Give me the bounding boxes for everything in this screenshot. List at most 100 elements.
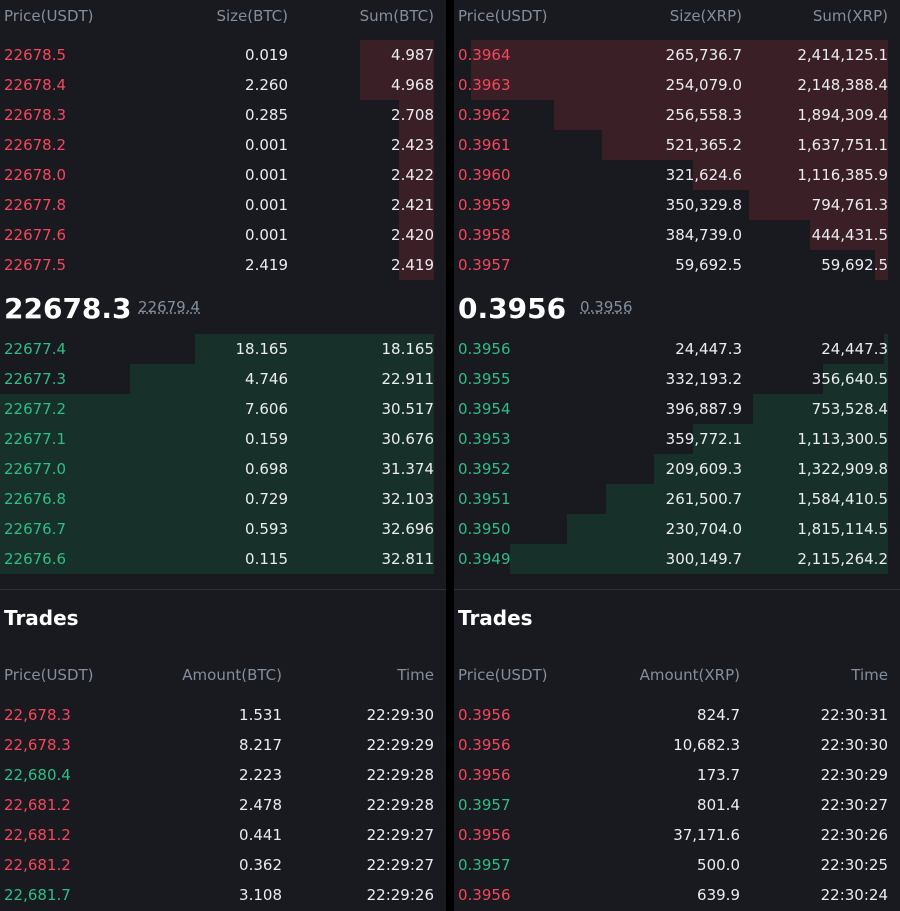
ask-row[interactable]: 22678.2 0.001 2.423 <box>0 130 446 160</box>
bid-size: 332,193.2 <box>665 370 742 388</box>
mark-price[interactable]: 0.3956 <box>580 298 633 316</box>
bid-depth-bar <box>567 514 888 544</box>
ask-row[interactable]: 0.3961 521,365.2 1,637,751.1 <box>454 130 900 160</box>
bid-size: 0.115 <box>245 550 288 568</box>
ask-row[interactable]: 0.3960 321,624.6 1,116,385.9 <box>454 160 900 190</box>
trade-amount: 824.7 <box>697 706 740 724</box>
ask-row[interactable]: 0.3962 256,558.3 1,894,309.4 <box>454 100 900 130</box>
bid-depth-bar <box>195 334 434 364</box>
trade-row[interactable]: 22,681.7 3.108 22:29:26 <box>0 880 446 910</box>
ask-row[interactable]: 22678.4 2.260 4.968 <box>0 70 446 100</box>
ask-depth-bar <box>471 70 888 100</box>
ask-price: 0.3963 <box>458 76 511 94</box>
bid-depth-bar <box>753 394 888 424</box>
ask-row[interactable]: 0.3958 384,739.0 444,431.5 <box>454 220 900 250</box>
ask-sum: 2,148,388.4 <box>797 76 888 94</box>
bid-row[interactable]: 22677.3 4.746 22.911 <box>0 364 446 394</box>
ask-price: 0.3959 <box>458 196 511 214</box>
bid-price: 22676.8 <box>4 490 67 508</box>
ask-size: 0.001 <box>245 166 288 184</box>
bid-size: 0.729 <box>245 490 288 508</box>
bid-sum: 356,640.5 <box>811 370 888 388</box>
trade-price: 22,678.3 <box>4 706 71 724</box>
size-column-header[interactable]: Size(XRP) <box>669 7 742 25</box>
ask-row[interactable]: 0.3959 350,329.8 794,761.3 <box>454 190 900 220</box>
ask-sum: 2.423 <box>391 136 434 154</box>
trade-amount: 0.441 <box>239 826 282 844</box>
ask-size: 0.285 <box>245 106 288 124</box>
trade-amount: 0.362 <box>239 856 282 874</box>
bid-sum: 753,528.4 <box>811 400 888 418</box>
ask-row[interactable]: 22677.6 0.001 2.420 <box>0 220 446 250</box>
bid-row[interactable]: 0.3952 209,609.3 1,322,909.8 <box>454 454 900 484</box>
ask-row[interactable]: 0.3957 59,692.5 59,692.5 <box>454 250 900 280</box>
trade-row[interactable]: 0.3956 37,171.6 22:30:26 <box>454 820 900 850</box>
trade-price: 0.3956 <box>458 886 511 904</box>
bid-size: 209,609.3 <box>665 460 742 478</box>
ask-row[interactable]: 0.3964 265,736.7 2,414,125.1 <box>454 40 900 70</box>
bid-row[interactable]: 0.3955 332,193.2 356,640.5 <box>454 364 900 394</box>
bid-depth-bar <box>0 484 434 514</box>
bid-row[interactable]: 0.3954 396,887.9 753,528.4 <box>454 394 900 424</box>
ask-row[interactable]: 22677.8 0.001 2.421 <box>0 190 446 220</box>
trade-row[interactable]: 0.3956 10,682.3 22:30:30 <box>454 730 900 760</box>
ask-row[interactable]: 0.3963 254,079.0 2,148,388.4 <box>454 70 900 100</box>
trade-row[interactable]: 22,681.2 0.362 22:29:27 <box>0 850 446 880</box>
bid-sum: 18.165 <box>381 340 435 358</box>
bid-row[interactable]: 22677.1 0.159 30.676 <box>0 424 446 454</box>
ask-row[interactable]: 22678.3 0.285 2.708 <box>0 100 446 130</box>
bid-row[interactable]: 22676.8 0.729 32.103 <box>0 484 446 514</box>
bid-row[interactable]: 0.3949 300,149.7 2,115,264.2 <box>454 544 900 574</box>
price-column-header[interactable]: Price(USDT) <box>458 7 548 25</box>
bid-size: 359,772.1 <box>665 430 742 448</box>
ask-price: 22678.2 <box>4 136 67 154</box>
trade-price: 22,678.3 <box>4 736 71 754</box>
ask-row[interactable]: 22678.0 0.001 2.422 <box>0 160 446 190</box>
trades-header: Price(USDT) Amount(XRP) Time <box>454 660 900 690</box>
trade-time-header: Time <box>397 666 434 684</box>
bid-row[interactable]: 22677.4 18.165 18.165 <box>0 334 446 364</box>
bid-depth-bar <box>0 424 434 454</box>
trade-row[interactable]: 22,678.3 8.217 22:29:29 <box>0 730 446 760</box>
trade-amount-header: Amount(BTC) <box>182 666 282 684</box>
bid-price: 0.3952 <box>458 460 511 478</box>
xrp-orderbook-panel: Price(USDT) Size(XRP) Sum(XRP) 0.3964 265… <box>454 0 900 911</box>
trade-price: 0.3957 <box>458 796 511 814</box>
size-column-header[interactable]: Size(BTC) <box>216 7 288 25</box>
bid-row[interactable]: 22677.0 0.698 31.374 <box>0 454 446 484</box>
trade-row[interactable]: 22,681.2 0.441 22:29:27 <box>0 820 446 850</box>
price-column-header[interactable]: Price(USDT) <box>4 7 94 25</box>
bid-size: 300,149.7 <box>665 550 742 568</box>
bid-row[interactable]: 0.3951 261,500.7 1,584,410.5 <box>454 484 900 514</box>
bid-price: 0.3951 <box>458 490 511 508</box>
bid-sum: 1,584,410.5 <box>797 490 888 508</box>
mark-price[interactable]: 22679.4 <box>138 298 201 316</box>
trade-row[interactable]: 0.3956 639.9 22:30:24 <box>454 880 900 910</box>
bid-row[interactable]: 0.3956 24,447.3 24,447.3 <box>454 334 900 364</box>
trade-row[interactable]: 0.3956 173.7 22:30:29 <box>454 760 900 790</box>
bid-row[interactable]: 22676.6 0.115 32.811 <box>0 544 446 574</box>
ask-size: 350,329.8 <box>665 196 742 214</box>
bid-row[interactable]: 0.3953 359,772.1 1,113,300.5 <box>454 424 900 454</box>
ask-size: 2.419 <box>245 256 288 274</box>
sum-column-header[interactable]: Sum(BTC) <box>359 7 434 25</box>
bid-sum: 24,447.3 <box>821 340 888 358</box>
bid-row[interactable]: 0.3950 230,704.0 1,815,114.5 <box>454 514 900 544</box>
bid-row[interactable]: 22677.2 7.606 30.517 <box>0 394 446 424</box>
ask-depth-bar <box>399 250 434 280</box>
trade-row[interactable]: 22,681.2 2.478 22:29:28 <box>0 790 446 820</box>
trade-row[interactable]: 0.3957 500.0 22:30:25 <box>454 850 900 880</box>
ask-row[interactable]: 22678.5 0.019 4.987 <box>0 40 446 70</box>
bid-price: 0.3955 <box>458 370 511 388</box>
trade-row[interactable]: 22,680.4 2.223 22:29:28 <box>0 760 446 790</box>
trade-row[interactable]: 0.3957 801.4 22:30:27 <box>454 790 900 820</box>
bid-row[interactable]: 22676.7 0.593 32.696 <box>0 514 446 544</box>
trade-row[interactable]: 0.3956 824.7 22:30:31 <box>454 700 900 730</box>
ask-depth-bar <box>399 100 434 130</box>
trade-price: 0.3956 <box>458 826 511 844</box>
sum-column-header[interactable]: Sum(XRP) <box>812 7 888 25</box>
bid-price: 22677.3 <box>4 370 67 388</box>
ask-row[interactable]: 22677.5 2.419 2.419 <box>0 250 446 280</box>
trade-row[interactable]: 22,678.3 1.531 22:29:30 <box>0 700 446 730</box>
bid-sum: 32.103 <box>381 490 435 508</box>
